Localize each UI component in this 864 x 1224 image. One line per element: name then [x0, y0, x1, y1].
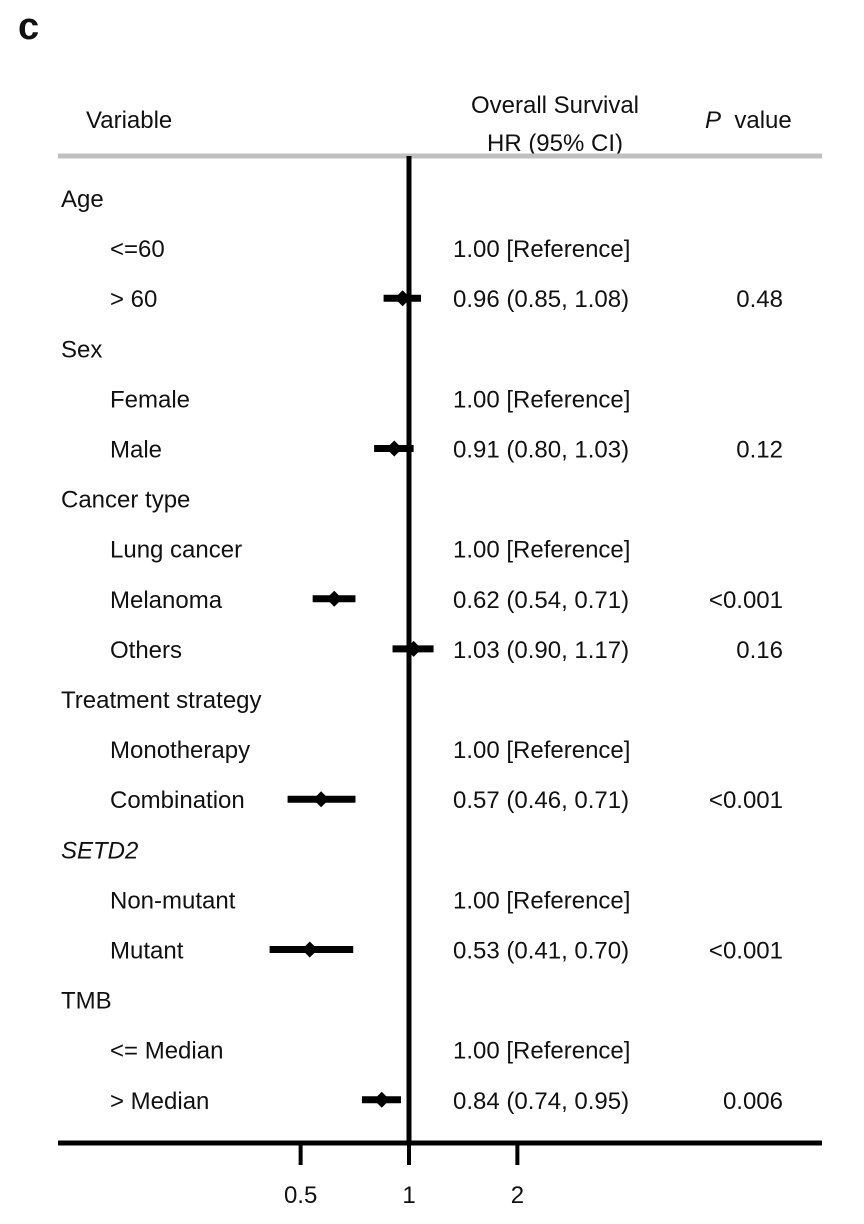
hr-point: [386, 440, 403, 457]
header-hr-line2: HR (95% CI): [486, 130, 624, 157]
row-label: > 60: [110, 286, 157, 313]
header-p-rest: value: [734, 107, 792, 134]
row-label: <= Median: [110, 1038, 223, 1065]
p-value: <0.001: [709, 938, 783, 965]
hr-text: 1.00 [Reference]: [453, 887, 630, 914]
hr-text: 1.00 [Reference]: [453, 1038, 630, 1065]
x-tick-label-1: 1: [402, 1182, 415, 1209]
group-label: Treatment strategy: [61, 687, 262, 714]
row-label: Male: [110, 437, 162, 464]
row-label: Combination: [110, 787, 245, 814]
hr-text: 0.57 (0.46, 0.71): [453, 787, 629, 814]
hr-text: 0.84 (0.74, 0.95): [453, 1088, 629, 1115]
hr-point: [405, 640, 422, 657]
row-label: Mutant: [110, 938, 184, 965]
header-variable: Variable: [86, 107, 173, 134]
row-label: Monotherapy: [110, 737, 250, 764]
x-tick-label-2: 2: [511, 1182, 524, 1209]
group-label: Cancer type: [61, 487, 190, 514]
row-label: Non-mutant: [110, 887, 236, 914]
row-label: Melanoma: [110, 587, 223, 614]
hr-text: 1.00 [Reference]: [453, 386, 630, 413]
hr-text: 1.00 [Reference]: [453, 737, 630, 764]
p-value: 0.16: [736, 637, 783, 664]
hr-text: 1.03 (0.90, 1.17): [453, 637, 629, 664]
p-value: 0.48: [736, 286, 783, 313]
hr-text: 0.91 (0.80, 1.03): [453, 437, 629, 464]
p-value: 0.006: [723, 1088, 783, 1115]
hr-text: 0.53 (0.41, 0.70): [453, 938, 629, 965]
x-tick-label-0: 0.5: [284, 1182, 317, 1209]
hr-text: 1.00 [Reference]: [453, 537, 630, 564]
hr-point: [326, 590, 343, 607]
panel-label: c: [18, 6, 40, 48]
row-label: <=60: [110, 236, 165, 263]
group-label: Sex: [61, 336, 102, 363]
p-value: <0.001: [709, 787, 783, 814]
group-label: TMB: [61, 988, 112, 1015]
hr-text: 1.00 [Reference]: [453, 236, 630, 263]
hr-point: [301, 941, 318, 958]
hr-point: [313, 791, 330, 808]
group-label: Age: [61, 186, 104, 213]
row-label: Others: [110, 637, 182, 664]
hr-text: 0.62 (0.54, 0.71): [453, 587, 629, 614]
row-label: > Median: [110, 1088, 209, 1115]
row-label: Lung cancer: [110, 537, 242, 564]
p-value: 0.12: [736, 437, 783, 464]
header-p-italic: P: [705, 107, 722, 134]
hr-text: 0.96 (0.85, 1.08): [453, 286, 629, 313]
header-p-value: P value: [705, 105, 792, 137]
group-label: SETD2: [61, 837, 138, 864]
p-value: <0.001: [709, 587, 783, 614]
hr-point: [394, 290, 411, 307]
hr-point: [373, 1091, 390, 1108]
header-hr-line1: Overall Survival: [470, 92, 640, 119]
row-label: Female: [110, 386, 190, 413]
